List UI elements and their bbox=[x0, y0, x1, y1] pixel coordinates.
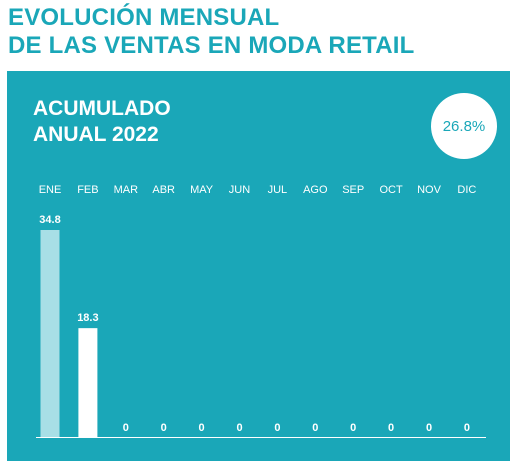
month-label-abr: ABR bbox=[152, 184, 175, 196]
value-label-may: 0 bbox=[199, 422, 205, 434]
chart-panel: ACUMULADO ANUAL 2022 26.8% ENE 34.8 FEB 18.… bbox=[7, 71, 510, 461]
value-label-sep: 0 bbox=[350, 422, 356, 434]
month-label-ene: ENE bbox=[39, 184, 62, 196]
value-label-abr: 0 bbox=[161, 422, 167, 434]
month-label-ago: AGO bbox=[303, 184, 328, 196]
month-label-oct: OCT bbox=[379, 184, 403, 196]
panel-title-line-2: ANUAL 2022 bbox=[33, 123, 159, 146]
month-label-jun: JUN bbox=[229, 184, 250, 196]
value-label-ago: 0 bbox=[312, 422, 318, 434]
month-label-feb: FEB bbox=[77, 184, 98, 196]
percentage-badge: 26.8% bbox=[431, 93, 497, 159]
bar-ene bbox=[40, 230, 60, 437]
value-label-ene: 34.8 bbox=[39, 214, 60, 226]
month-label-mar: MAR bbox=[114, 184, 139, 196]
value-label-oct: 0 bbox=[388, 422, 394, 434]
value-label-feb: 18.3 bbox=[77, 312, 98, 324]
value-label-jun: 0 bbox=[236, 422, 242, 434]
panel-title-line-1: ACUMULADO bbox=[33, 97, 171, 120]
bar-chart: ENE 34.8 FEB 18.3 MAR 0 ABR 0 MAY 0 JUN 0 JUL 0 AGO 0 SE… bbox=[36, 184, 486, 438]
page-title: EVOLUCIÓN MENSUAL DE LAS VENTAS EN MODA … bbox=[8, 4, 415, 60]
month-label-sep: SEP bbox=[342, 184, 364, 196]
value-label-nov: 0 bbox=[426, 422, 432, 434]
panel-title: ACUMULADO ANUAL 2022 bbox=[33, 96, 171, 148]
month-label-nov: NOV bbox=[417, 184, 442, 196]
value-label-jul: 0 bbox=[274, 422, 280, 434]
month-label-may: MAY bbox=[190, 184, 214, 196]
value-label-mar: 0 bbox=[123, 422, 129, 434]
bar-feb bbox=[78, 328, 98, 437]
month-label-jul: JUL bbox=[268, 184, 288, 196]
page-title-line-1: EVOLUCIÓN MENSUAL bbox=[8, 4, 280, 31]
page-title-line-2: DE LAS VENTAS EN MODA RETAIL bbox=[8, 32, 415, 59]
value-label-dic: 0 bbox=[464, 422, 470, 434]
month-label-dic: DIC bbox=[457, 184, 476, 196]
